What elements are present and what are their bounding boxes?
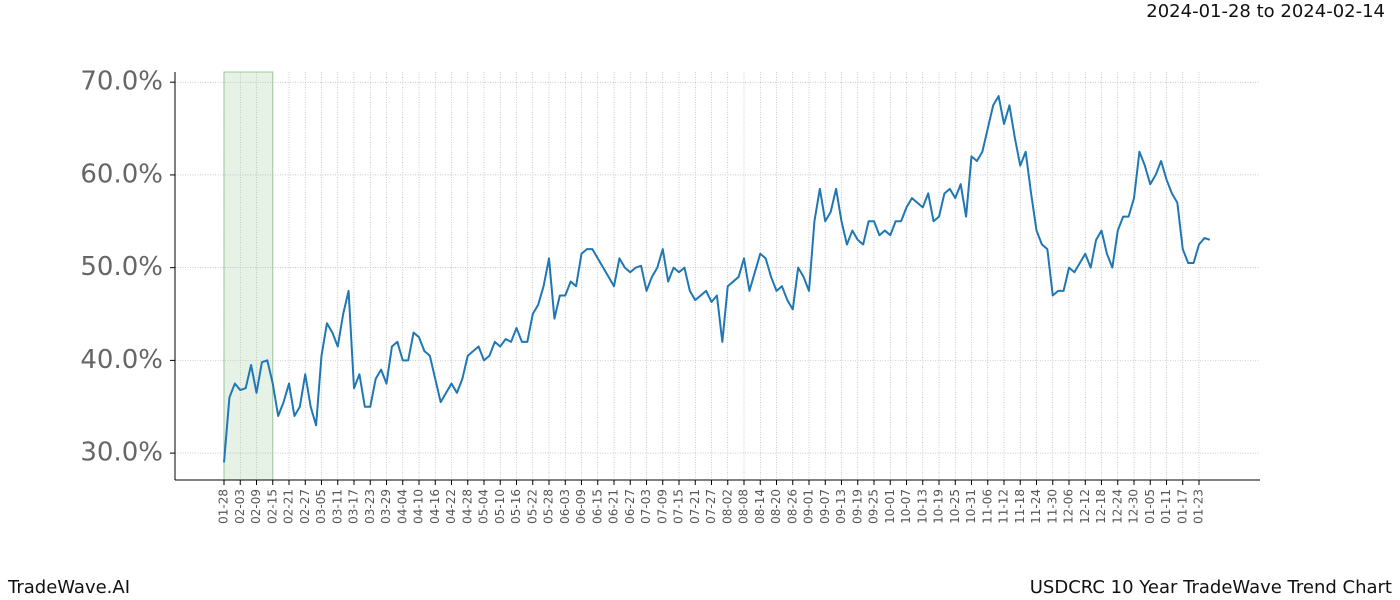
x-tick-label: 11-06 <box>980 489 994 524</box>
x-tick-label: 04-16 <box>428 489 442 524</box>
x-tick-label: 03-23 <box>363 489 377 524</box>
x-tick-label: 08-08 <box>737 489 751 524</box>
x-tick-label: 02-15 <box>265 489 279 524</box>
x-tick-label: 08-14 <box>753 489 767 524</box>
x-tick-label: 12-12 <box>1078 489 1092 524</box>
x-tick-label: 06-15 <box>590 489 604 524</box>
x-tick-label: 12-06 <box>1062 489 1076 524</box>
x-tick-label: 11-24 <box>1029 489 1043 524</box>
x-tick-label: 01-28 <box>217 489 231 524</box>
y-tick-label: 60.0% <box>80 159 163 189</box>
data-line <box>223 95 1211 463</box>
x-tick-label: 01-23 <box>1192 489 1206 524</box>
x-tick-label: 08-02 <box>720 489 734 524</box>
x-tick-label: 04-10 <box>412 489 426 524</box>
x-tick-label: 04-04 <box>395 489 409 524</box>
x-tick-label: 06-27 <box>623 489 637 524</box>
y-tick-label: 50.0% <box>80 252 163 282</box>
y-tick-label: 70.0% <box>80 67 163 97</box>
x-tick-label: 03-05 <box>314 489 328 524</box>
x-tick-label: 11-30 <box>1045 489 1059 524</box>
highlight-band <box>223 71 274 481</box>
x-tick-label: 10-01 <box>883 489 897 524</box>
x-tick-label: 05-16 <box>509 489 523 524</box>
x-tick-label: 01-05 <box>1143 489 1157 524</box>
x-tick-label: 09-01 <box>802 489 816 524</box>
x-tick-label: 02-21 <box>282 489 296 524</box>
x-tick-label: 10-25 <box>948 489 962 524</box>
x-tick-label: 09-13 <box>834 489 848 524</box>
x-tick-label: 05-28 <box>542 489 556 524</box>
brand: TradeWave.AI <box>7 577 130 598</box>
x-tick-label: 05-04 <box>477 489 491 524</box>
x-tick-label: 07-21 <box>688 489 702 524</box>
x-tick-label: 12-24 <box>1110 489 1124 524</box>
x-tick-label: 03-17 <box>347 489 361 524</box>
x-tick-label: 01-11 <box>1159 489 1173 524</box>
x-tick-label: 05-22 <box>525 489 539 524</box>
x-tick-label: 09-19 <box>850 489 864 524</box>
x-tick-label: 03-29 <box>379 489 393 524</box>
x-tick-label: 07-15 <box>672 489 686 524</box>
x-tick-label: 10-07 <box>899 489 913 524</box>
x-tick-label: 10-31 <box>964 489 978 524</box>
x-tick-label: 05-10 <box>493 489 507 524</box>
x-tick-label: 02-27 <box>298 489 312 524</box>
x-tick-label: 06-03 <box>558 489 572 524</box>
chart-title: USDCRC 10 Year TradeWave Trend Chart <box>1030 577 1392 598</box>
x-tick-label: 04-28 <box>460 489 474 524</box>
x-tick-label: 03-11 <box>330 489 344 524</box>
chart-subtitle: 2024-01-28 to 2024-02-14 <box>1146 1 1385 22</box>
x-tick-label: 02-09 <box>249 489 263 524</box>
x-tick-label: 07-03 <box>639 489 653 524</box>
x-tick-label: 06-09 <box>574 489 588 524</box>
y-tick-label: 40.0% <box>80 345 163 375</box>
x-tick-label: 11-18 <box>1013 489 1027 524</box>
x-tick-label: 12-30 <box>1127 489 1141 524</box>
x-tick-label: 07-27 <box>704 489 718 524</box>
x-tick-label: 09-07 <box>818 489 832 524</box>
x-tick-label: 10-19 <box>932 489 946 524</box>
x-tick-label: 11-12 <box>997 489 1011 524</box>
x-tick-label: 09-25 <box>867 489 881 524</box>
x-tick-label: 10-13 <box>915 489 929 524</box>
x-tick-label: 01-17 <box>1175 489 1189 524</box>
x-tick-label: 04-22 <box>444 489 458 524</box>
x-tick-label: 12-18 <box>1094 489 1108 524</box>
y-tick-label: 30.0% <box>80 438 163 468</box>
x-tick-label: 02-03 <box>233 489 247 524</box>
x-tick-label: 07-09 <box>655 489 669 524</box>
x-tick-label: 06-21 <box>607 489 621 524</box>
x-tick-label: 08-26 <box>785 489 799 524</box>
x-tick-label: 08-20 <box>769 489 783 524</box>
